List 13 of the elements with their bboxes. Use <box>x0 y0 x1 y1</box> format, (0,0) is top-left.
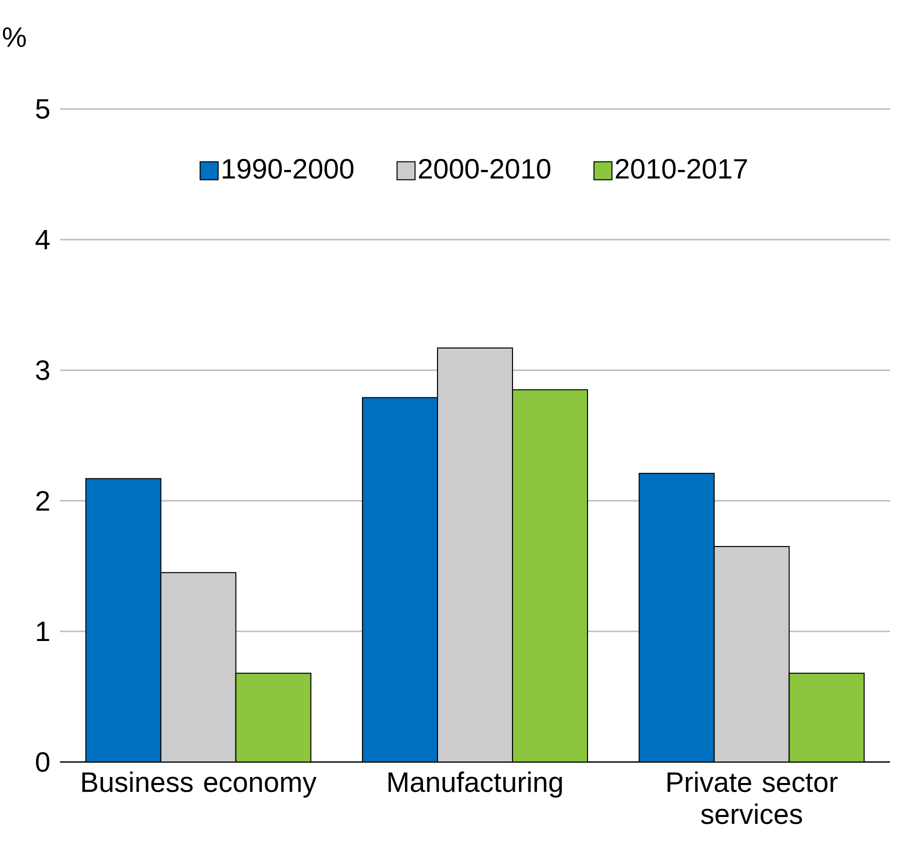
y-tick-label: 5 <box>36 99 50 119</box>
x-tick-label: Business economy <box>82 772 317 798</box>
x-tick-label: Private sector services <box>668 772 838 824</box>
legend-label: 2010-2017 <box>616 158 747 179</box>
y-tick-label: 1 <box>37 622 50 642</box>
y-tick-label: 3 <box>36 360 50 380</box>
x-tick-label: Manufacturing <box>388 772 562 798</box>
legend-label: 2000-2010 <box>418 158 550 179</box>
y-axis-title: % <box>2 27 26 47</box>
y-tick-label: 4 <box>36 230 50 250</box>
y-tick-label: 0 <box>36 752 50 772</box>
y-tick-label: 2 <box>36 491 50 511</box>
legend-label: 1990-2000 <box>222 158 354 179</box>
